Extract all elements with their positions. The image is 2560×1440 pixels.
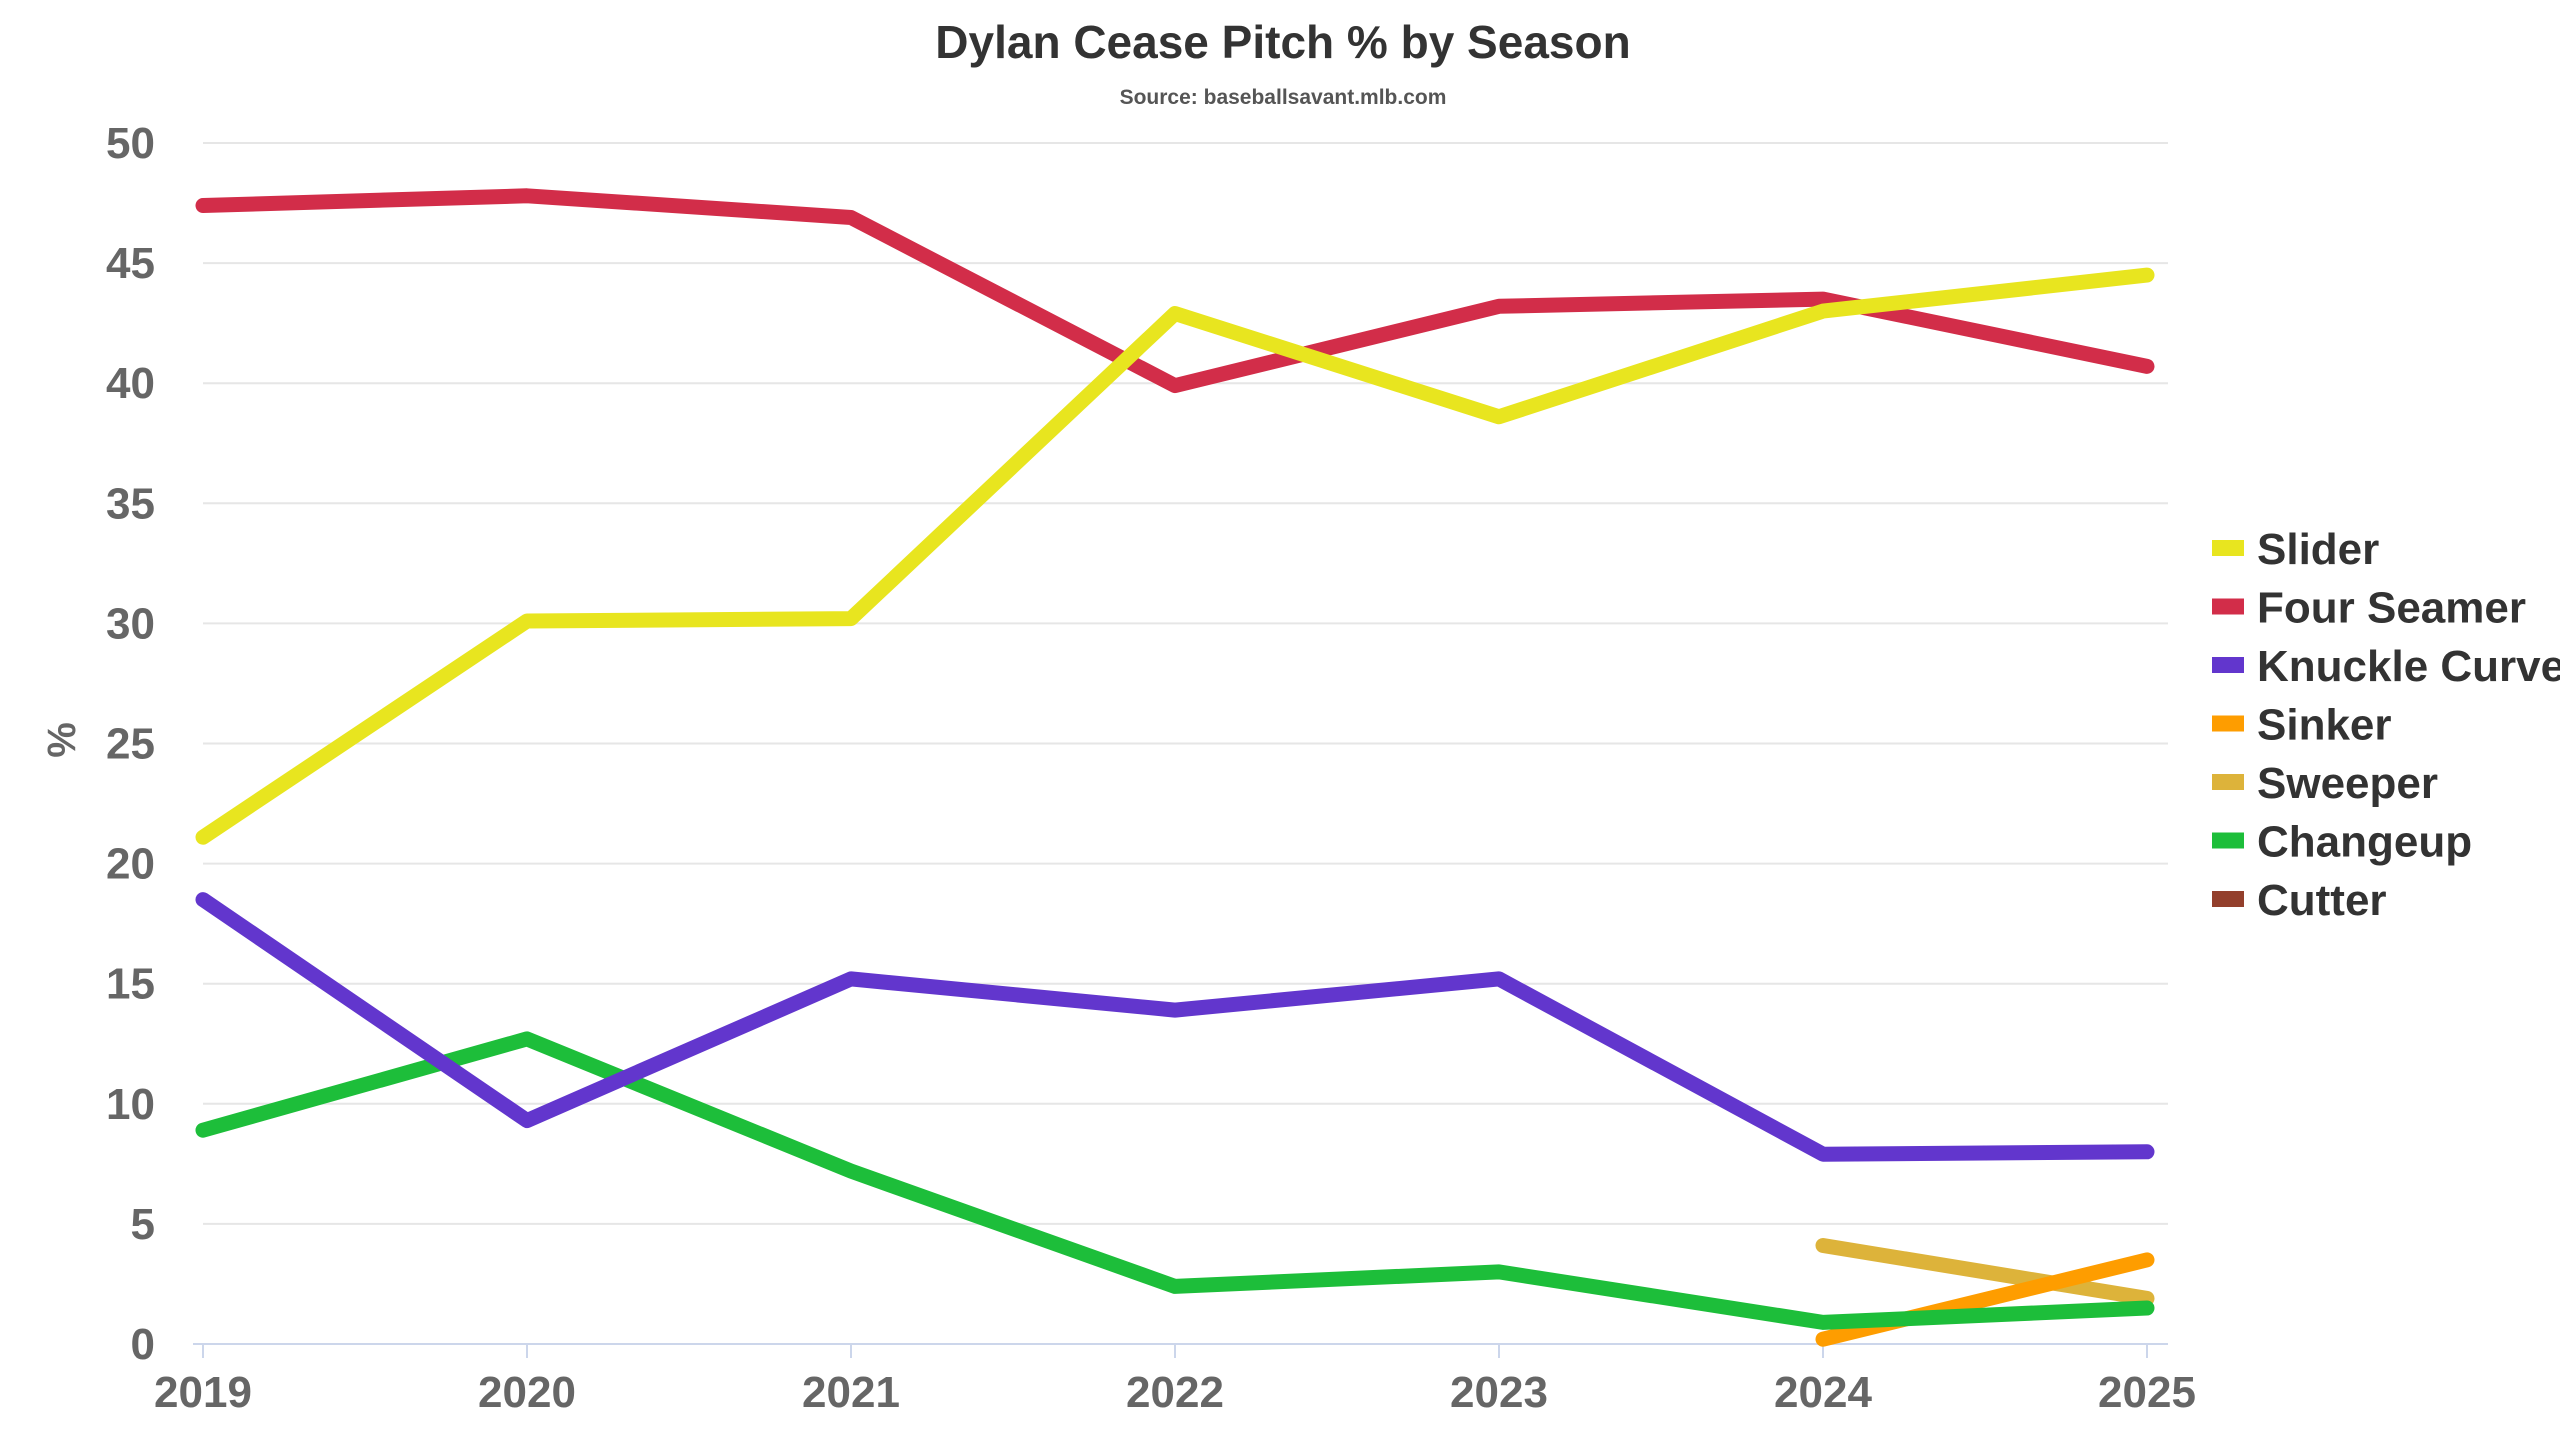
legend-label: Knuckle Curve: [2257, 642, 2560, 691]
y-tick-label: 20: [106, 840, 155, 889]
legend-swatch: [2212, 540, 2244, 556]
x-tick-label: 2019: [154, 1368, 252, 1417]
legend-label: Slider: [2257, 525, 2379, 574]
chart-title: Dylan Cease Pitch % by Season: [935, 16, 1630, 68]
legend-item-slider[interactable]: Slider: [2212, 525, 2379, 574]
knuckle-curve-series-line[interactable]: [195, 892, 2155, 1162]
y-tick-label: 15: [106, 960, 155, 1009]
x-tick-label: 2024: [1774, 1368, 1872, 1417]
sweeper-series-line[interactable]: [1815, 1238, 2155, 1306]
y-tick-label: 25: [106, 720, 155, 769]
y-tick-label: 30: [106, 599, 155, 648]
four-seamer-series-line[interactable]: [195, 188, 2155, 394]
legend-item-four-seamer[interactable]: Four Seamer: [2212, 584, 2526, 633]
legend-label: Sweeper: [2257, 759, 2438, 808]
x-tick-label: 2022: [1126, 1368, 1224, 1417]
y-tick-label: 5: [131, 1200, 155, 1249]
legend-item-sinker[interactable]: Sinker: [2212, 701, 2392, 750]
legend-item-knuckle-curve[interactable]: Knuckle Curve: [2212, 642, 2560, 691]
y-axis-label: %: [40, 722, 84, 758]
legend-item-changeup[interactable]: Changeup: [2212, 818, 2472, 867]
y-tick-label: 40: [106, 359, 155, 408]
legend-swatch: [2212, 657, 2244, 673]
legend-swatch: [2212, 832, 2244, 849]
legend-swatch: [2212, 774, 2244, 790]
x-tick-label: 2025: [2098, 1368, 2196, 1417]
y-axis-ticks: 0 5 10 15 20 25 30 35 40 45 50: [106, 119, 155, 1369]
y-tick-label: 0: [131, 1320, 155, 1369]
legend-label: Four Seamer: [2257, 584, 2526, 633]
x-tick-label: 2020: [478, 1368, 576, 1417]
legend-item-sweeper[interactable]: Sweeper: [2212, 759, 2438, 808]
legend-item-cutter[interactable]: Cutter: [2212, 876, 2387, 925]
legend-swatch: [2212, 715, 2244, 732]
legend-label: Changeup: [2257, 818, 2472, 867]
legend[interactable]: Slider Four Seamer Knuckle Curve Sinker Swee…: [2212, 525, 2560, 925]
x-axis-ticks: 2019 2020 2021 2022 2023 2024 2025: [154, 1344, 2196, 1417]
slider-series-line[interactable]: [195, 267, 2155, 845]
legend-swatch: [2212, 598, 2244, 615]
series-lines: [195, 188, 2155, 1347]
y-tick-label: 45: [106, 239, 155, 288]
y-tick-label: 10: [106, 1080, 155, 1129]
legend-label: Sinker: [2257, 701, 2392, 750]
y-tick-label: 35: [106, 479, 155, 528]
changeup-series-line[interactable]: [195, 1031, 2155, 1330]
gridlines: [193, 142, 2168, 1345]
legend-label: Cutter: [2257, 876, 2387, 925]
legend-swatch: [2212, 891, 2244, 907]
x-tick-label: 2023: [1450, 1368, 1548, 1417]
chart-subtitle: Source: baseballsavant.mlb.com: [1120, 86, 1447, 109]
x-tick-label: 2021: [802, 1368, 900, 1417]
y-tick-label: 50: [106, 119, 155, 168]
